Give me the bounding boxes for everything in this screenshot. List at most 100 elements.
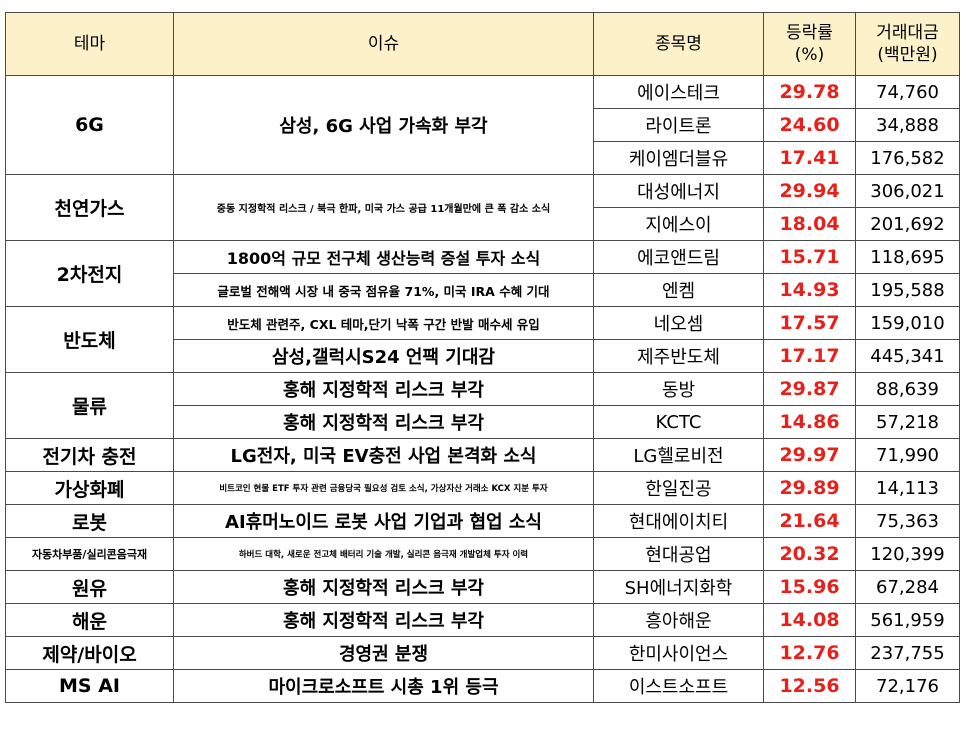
trade-amount: 118,695 [855, 240, 960, 274]
trade-amount: 195,588 [855, 273, 960, 307]
table-row: 라이트론 24.60 34,888 [6, 108, 960, 142]
stock-theme-table: 테마 이슈 종목명 등락률 (%) 거래대금 (백만원) 6G 삼성, 6G 사업 … [5, 12, 960, 703]
trade-amount: 201,692 [855, 207, 960, 241]
table-row: 원유 홍해 지정학적 리스크 부각 SH에너지화학 15.96 67,284 [5, 570, 960, 604]
trade-amount: 75,363 [855, 504, 960, 538]
header-pct-line2: (%) [794, 45, 825, 65]
issue-cell: LG전자, 미국 EV충전 사업 본격화 소식 [173, 438, 594, 472]
theme-cell: 로봇 [5, 504, 174, 538]
stock-name: SH에너지화학 [593, 570, 764, 604]
change-rate: 14.86 [763, 405, 856, 439]
stock-name: 동방 [593, 372, 764, 406]
header-row: 테마 이슈 종목명 등락률 (%) 거래대금 (백만원) [5, 12, 960, 76]
change-rate: 14.93 [763, 273, 856, 307]
trade-amount: 176,582 [855, 141, 960, 175]
stock-name: 케이엠더블유 [593, 141, 764, 175]
table-row: 전기차 충전 LG전자, 미국 EV충전 사업 본격화 소식 LG헬로비전 29… [5, 438, 960, 472]
theme-cell: 제약/바이오 [5, 636, 174, 670]
change-rate: 17.41 [763, 141, 856, 175]
table-row: 해운 홍해 지정학적 리스크 부각 흥아해운 14.08 561,959 [5, 603, 960, 637]
issue-cell: 마이크로소프트 시총 1위 등극 [173, 669, 594, 703]
trade-amount: 14,113 [855, 471, 960, 505]
trade-amount: 34,888 [855, 108, 960, 142]
table-row: 로봇 AI휴머노이드 로봇 사업 기업과 협업 소식 현대에이치티 21.64 … [5, 504, 960, 538]
header-issue: 이슈 [173, 12, 594, 76]
change-rate: 21.64 [763, 504, 856, 538]
theme-cell: 원유 [5, 570, 174, 604]
theme-cell: MS AI [5, 669, 174, 703]
issue-cell: 홍해 지정학적 리스크 부각 [173, 603, 594, 637]
stock-name: LG헬로비전 [593, 438, 764, 472]
header-theme: 테마 [5, 12, 174, 76]
header-pct: 등락률 (%) [763, 12, 856, 76]
stock-name: 제주반도체 [593, 339, 764, 373]
stock-name: KCTC [593, 405, 764, 439]
stock-name: 엔켐 [593, 273, 764, 307]
theme-cell: 가상화폐 [5, 471, 174, 505]
change-rate: 29.94 [763, 174, 856, 208]
issue-cell: 비트코인 현물 ETF 투자 관련 금융당국 필요성 검토 소식, 가상자산 거… [173, 471, 594, 505]
issue-cell: 삼성, 6G 사업 가속화 부각 [173, 75, 594, 175]
trade-amount: 57,218 [855, 405, 960, 439]
stock-name: 한미사이언스 [593, 636, 764, 670]
theme-cell: 2차전지 [5, 240, 174, 307]
table-row: 가상화폐 비트코인 현물 ETF 투자 관련 금융당국 필요성 검토 소식, 가… [5, 471, 960, 505]
change-rate: 12.56 [763, 669, 856, 703]
header-stock: 종목명 [593, 12, 764, 76]
change-rate: 24.60 [763, 108, 856, 142]
change-rate: 17.17 [763, 339, 856, 373]
trade-amount: 120,399 [855, 537, 960, 571]
stock-name: 라이트론 [593, 108, 764, 142]
trade-amount: 71,990 [855, 438, 960, 472]
stock-name: 현대에이치티 [593, 504, 764, 538]
table-row: 6G 삼성, 6G 사업 가속화 부각 에이스테크 29.78 74,760 [5, 75, 960, 175]
change-rate: 14.08 [763, 603, 856, 637]
stock-name: 이스트소프트 [593, 669, 764, 703]
change-rate: 29.97 [763, 438, 856, 472]
stock-name: 지에스이 [593, 207, 764, 241]
stock-name: 흥아해운 [593, 603, 764, 637]
theme-cell: 천연가스 [5, 174, 174, 241]
stock-name: 현대공업 [593, 537, 764, 571]
header-pct-line1: 등락률 [786, 23, 833, 43]
change-rate: 29.89 [763, 471, 856, 505]
trade-amount: 561,959 [855, 603, 960, 637]
issue-cell: AI휴머노이드 로봇 사업 기업과 협업 소식 [173, 504, 594, 538]
issue-cell: 1800억 규모 전구체 생산능력 증설 투자 소식 [173, 240, 594, 274]
issue-cell: 글로벌 전해액 시장 내 중국 점유율 71%, 미국 IRA 수혜 기대 [173, 273, 594, 307]
change-rate: 17.57 [763, 306, 856, 340]
issue-cell: 삼성,갤럭시S24 언팩 기대감 [173, 339, 594, 373]
trade-amount: 67,284 [855, 570, 960, 604]
trade-amount: 159,010 [855, 306, 960, 340]
change-rate: 18.04 [763, 207, 856, 241]
table-row: 케이엠더블유 17.41 176,582 [6, 141, 960, 175]
issue-cell: 홍해 지정학적 리스크 부각 [173, 372, 594, 406]
issue-cell: 반도체 관련주, CXL 테마,단기 낙폭 구간 반발 매수세 유입 [173, 306, 594, 340]
theme-cell: 6G [5, 75, 174, 175]
table-row: 자동차부품/실리콘음극재 하버드 대학, 새로운 전고체 배터리 기술 개발, … [5, 537, 960, 571]
issue-cell: 경영권 분쟁 [173, 636, 594, 670]
theme-cell: 전기차 충전 [5, 438, 174, 472]
change-rate: 15.71 [763, 240, 856, 274]
table-row: 글로벌 전해액 시장 내 중국 점유율 71%, 미국 IRA 수혜 기대 엔켐… [6, 273, 960, 307]
stock-name: 대성에너지 [593, 174, 764, 208]
trade-amount: 74,760 [855, 75, 960, 109]
table-row: 홍해 지정학적 리스크 부각 KCTC 14.86 57,218 [6, 405, 960, 439]
table-row: 제약/바이오 경영권 분쟁 한미사이언스 12.76 237,755 [5, 636, 960, 670]
theme-cell: 해운 [5, 603, 174, 637]
header-amount-line2: (백만원) [877, 45, 938, 65]
trade-amount: 306,021 [855, 174, 960, 208]
trade-amount: 237,755 [855, 636, 960, 670]
change-rate: 29.87 [763, 372, 856, 406]
table-row: MS AI 마이크로소프트 시총 1위 등극 이스트소프트 12.56 72,1… [5, 669, 960, 703]
theme-cell: 물류 [5, 372, 174, 439]
change-rate: 15.96 [763, 570, 856, 604]
table-row: 삼성,갤럭시S24 언팩 기대감 제주반도체 17.17 445,341 [6, 339, 960, 373]
header-amount-line1: 거래대금 [876, 23, 939, 43]
issue-cell: 홍해 지정학적 리스크 부각 [173, 570, 594, 604]
trade-amount: 445,341 [855, 339, 960, 373]
stock-name: 에코앤드림 [593, 240, 764, 274]
table-row: 반도체 반도체 관련주, CXL 테마,단기 낙폭 구간 반발 매수세 유입 네… [5, 306, 960, 373]
change-rate: 12.76 [763, 636, 856, 670]
stock-name: 한일진공 [593, 471, 764, 505]
